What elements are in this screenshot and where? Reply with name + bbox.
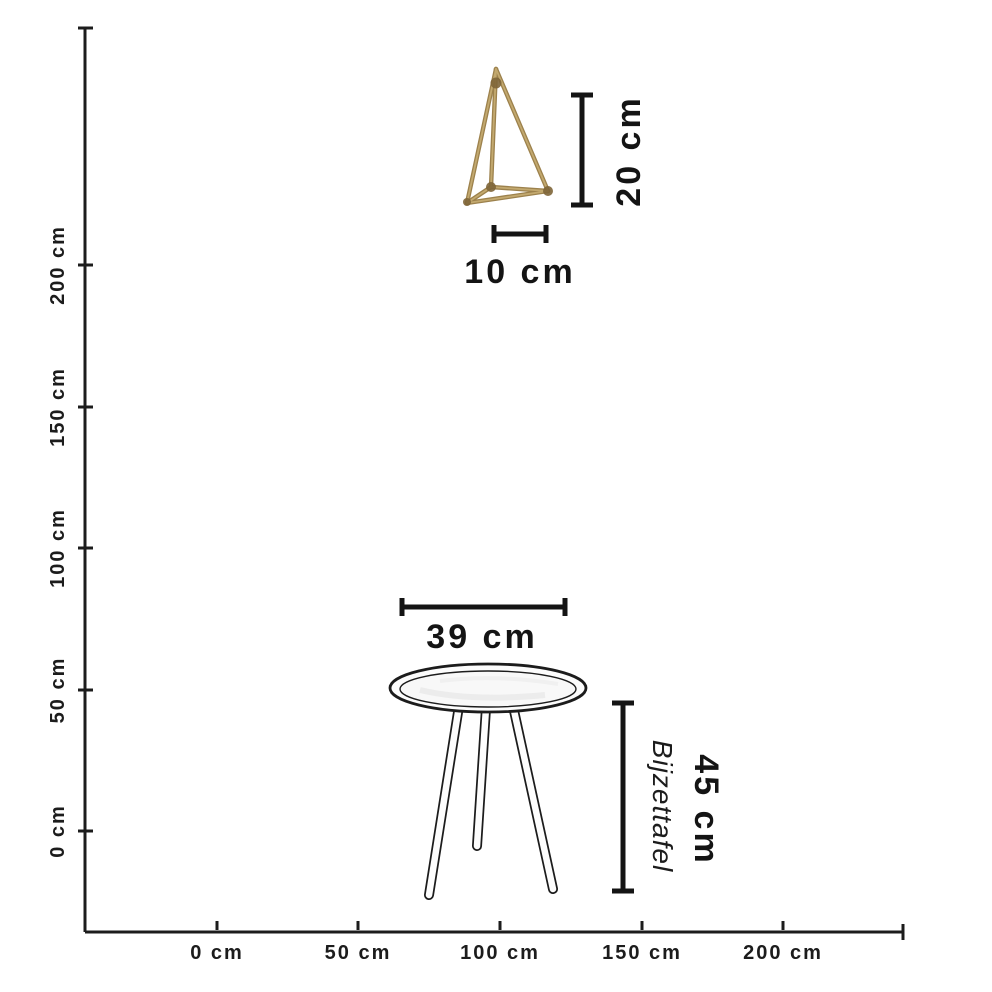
prism-width-measure [491,225,549,243]
y-axis-label-150: 150 cm [47,367,69,447]
x-axis-label-100: 100 cm [460,942,540,964]
table-height-label: 45 cm [687,754,725,865]
table-top-shading [419,687,546,701]
y-axis-label-100: 100 cm [47,508,69,588]
axes [78,26,905,940]
x-axis-label-0: 0 cm [190,942,244,964]
prism-joint-middle [486,182,496,192]
table-top-shading-2 [439,676,559,686]
table-leg-middle [472,703,491,851]
side-table-illustration [388,662,588,900]
table-height-measure [612,700,634,894]
table-leg-left [424,701,464,900]
table-width-measure [399,598,568,616]
prism-height-label: 20 cm [610,95,648,206]
x-axis-label-50: 50 cm [325,942,392,964]
y-axis-label-200: 200 cm [47,225,69,305]
x-axis-labels: 0 cm 50 cm 100 cm 150 cm 200 cm [190,942,823,964]
prism-width-label: 10 cm [464,253,575,291]
x-axis-label-200: 200 cm [743,942,823,964]
prism-joint-right [543,186,553,196]
prism-joint-apex [490,77,502,89]
table-leg-right [508,701,558,894]
y-axis-label-50: 50 cm [47,657,69,724]
prism-pendant-illustration [463,66,553,206]
prism-height-measure [571,92,593,208]
y-axis-labels: 200 cm 150 cm 100 cm 50 cm 0 cm [47,225,69,858]
x-axis-label-150: 150 cm [602,942,682,964]
prism-joint-left [463,198,471,206]
y-axis-label-0: 0 cm [47,804,69,858]
table-width-label: 39 cm [426,618,537,656]
table-caption: Bijzettafel [647,740,678,872]
